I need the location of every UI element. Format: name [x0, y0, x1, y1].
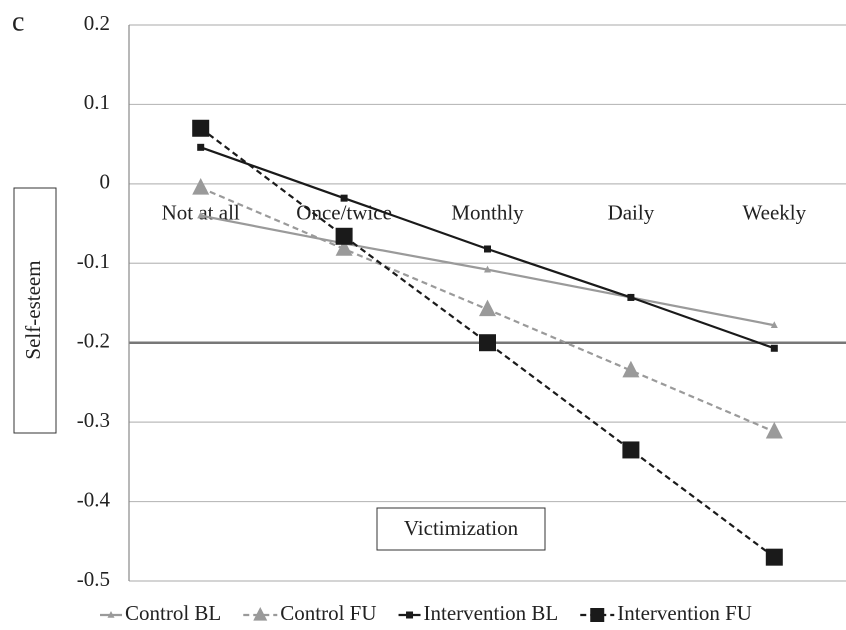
- legend-label: Intervention FU: [617, 601, 752, 625]
- marker: [622, 441, 640, 459]
- marker: [770, 321, 778, 329]
- legend-item: Intervention BL: [398, 601, 559, 625]
- legend-label: Control BL: [125, 601, 221, 625]
- x-tick-label: Monthly: [451, 201, 524, 225]
- y-tick-label: -0.4: [77, 487, 111, 511]
- y-tick-label: -0.2: [77, 329, 110, 353]
- y-tick-label: 0: [100, 170, 111, 194]
- legend-item: Control BL: [100, 601, 221, 625]
- marker: [627, 293, 635, 301]
- y-label-box: [13, 187, 57, 434]
- marker: [484, 245, 491, 253]
- x-label-box: [376, 507, 546, 551]
- legend-item: Intervention FU: [580, 601, 752, 625]
- legend-marker: [590, 608, 605, 622]
- legend-marker: [107, 610, 115, 618]
- y-axis-label: Self-esteem: [21, 260, 45, 359]
- x-tick-label: Once/twice: [296, 201, 392, 225]
- marker: [770, 344, 778, 352]
- marker: [335, 227, 353, 245]
- y-tick-label: -0.3: [77, 408, 110, 432]
- marker: [335, 239, 353, 256]
- legend-marker: [406, 611, 414, 619]
- marker: [484, 265, 491, 273]
- legend-marker: [253, 606, 268, 621]
- marker: [197, 211, 205, 219]
- marker: [479, 334, 496, 352]
- panel-letter: c: [12, 6, 24, 37]
- marker: [192, 119, 210, 137]
- marker: [340, 194, 348, 202]
- y-tick-label: -0.5: [77, 567, 110, 591]
- x-tick-label: Weekly: [742, 201, 806, 225]
- marker: [192, 178, 210, 195]
- x-tick-label: Daily: [608, 201, 655, 225]
- y-tick-label: 0.1: [84, 90, 110, 114]
- legend-item: Control FU: [243, 601, 377, 625]
- marker: [765, 421, 783, 439]
- legend-label: Control FU: [280, 601, 376, 625]
- legend-label: Intervention BL: [424, 601, 559, 625]
- y-tick-label: -0.1: [77, 249, 110, 273]
- marker: [197, 143, 205, 151]
- y-tick-label: 0.2: [84, 11, 110, 35]
- marker: [622, 360, 640, 378]
- x-axis-label: Victimization: [404, 516, 519, 540]
- marker: [479, 299, 496, 317]
- marker: [765, 548, 783, 566]
